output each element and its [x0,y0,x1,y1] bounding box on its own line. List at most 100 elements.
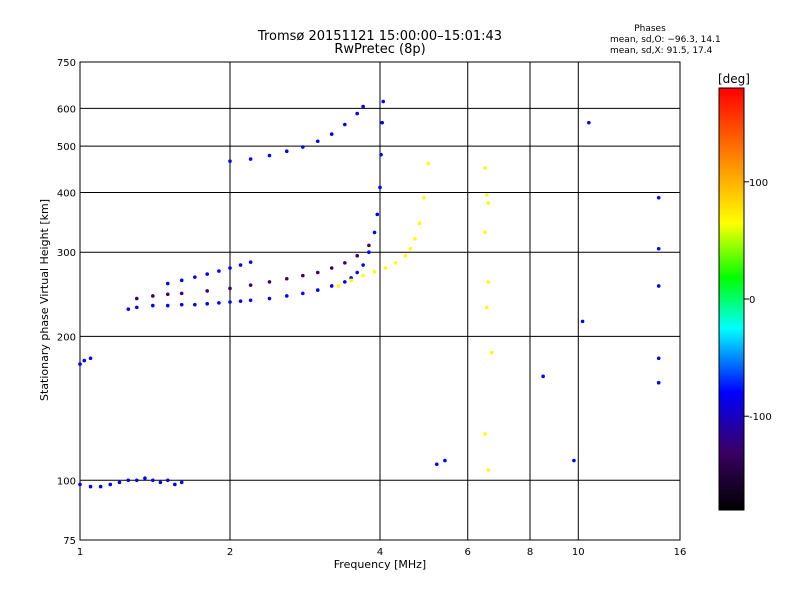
y-axis-label: Stationary phase Virtual Height [km] [38,199,51,401]
y-tick-label: 100 [57,476,76,487]
y-tick-label: 400 [57,188,76,199]
colorbar-tick-label: 100 [749,178,768,189]
data-point [205,272,209,276]
data-point [228,300,232,304]
x-tick-label: 1 [77,547,83,558]
data-point [656,380,661,385]
data-point [98,484,103,489]
data-point [165,281,170,286]
data-point [179,480,184,485]
x-tick-label: 6 [465,547,471,558]
data-point [134,305,139,310]
data-point [217,301,221,305]
data-points [78,99,661,489]
x-tick-label: 16 [674,547,687,558]
data-point [143,476,147,481]
data-point [343,261,347,265]
data-point [134,296,139,301]
x-tick-label: 4 [377,547,383,558]
data-point [248,157,253,161]
data-point [380,120,384,125]
data-point [238,299,243,303]
y-tick-label: 500 [57,142,76,153]
y-tick-label: 750 [57,58,76,69]
data-point [483,230,487,235]
data-point [151,294,155,298]
data-point [228,286,232,291]
x-tick-label: 10 [572,547,585,558]
data-point [361,263,365,267]
data-point [205,301,209,306]
data-point [355,111,359,116]
data-point [88,356,93,361]
data-point [587,120,591,125]
data-point [361,104,365,109]
chart-title: Tromsø 20151121 15:00:00–15:01:43 [257,29,502,44]
data-point [165,292,170,297]
data-point [78,482,82,487]
data-point [179,291,184,296]
data-point [284,149,289,154]
data-point [541,374,545,379]
data-point [656,195,661,200]
data-point [486,468,491,472]
data-point [413,237,417,241]
data-point [88,484,93,489]
data-point [158,480,163,485]
data-point [82,358,87,363]
data-point [426,161,431,166]
data-point [108,482,113,487]
data-point [267,280,272,284]
data-point [572,458,576,463]
data-point [179,278,184,283]
data-point [315,288,320,292]
chart-subtitle: RwPretec (8p) [334,42,425,57]
data-point [417,221,422,226]
data-point [193,275,197,279]
data-point [361,273,365,278]
data-point [483,166,487,170]
data-point [372,230,377,235]
data-point [248,260,253,264]
data-point [355,253,359,258]
data-point [301,145,305,149]
data-point [165,478,170,483]
data-point [580,319,585,324]
data-point [486,201,491,205]
colorbar-label: [deg] [718,72,750,86]
stats-x-line: mean, sd,X: 91.5, 17.4 [610,46,713,56]
data-point [151,478,155,483]
colorbar-tick-label: -100 [749,412,772,423]
data-point [383,266,388,270]
data-point [267,153,272,158]
data-point [483,432,487,436]
data-point [165,303,170,308]
data-point [134,478,139,483]
data-point [205,289,209,293]
data-point [228,266,232,270]
data-point [329,284,334,288]
data-point [315,270,320,275]
data-point [378,185,382,190]
data-point [126,307,131,311]
data-point [284,294,289,298]
data-point [355,270,359,275]
axis-ticks: 1 2 4 6 8 10 16 75 100 200 300 400 500 600 750 [57,58,686,558]
data-point [408,246,413,251]
x-axis-label: Frequency [MHz] [334,558,426,571]
data-point [78,362,82,366]
y-tick-label: 200 [57,332,76,343]
data-point [375,212,380,217]
data-point [656,356,661,361]
data-point [486,280,491,284]
y-tick-label: 75 [63,536,76,547]
data-point [343,122,347,127]
data-point [349,278,353,283]
data-point [248,298,253,303]
colorbar [718,87,745,511]
colorbar-tick-label: 0 [749,295,755,306]
data-point [238,263,243,267]
data-point [484,193,489,197]
data-point [379,152,383,157]
data-point [484,305,489,310]
